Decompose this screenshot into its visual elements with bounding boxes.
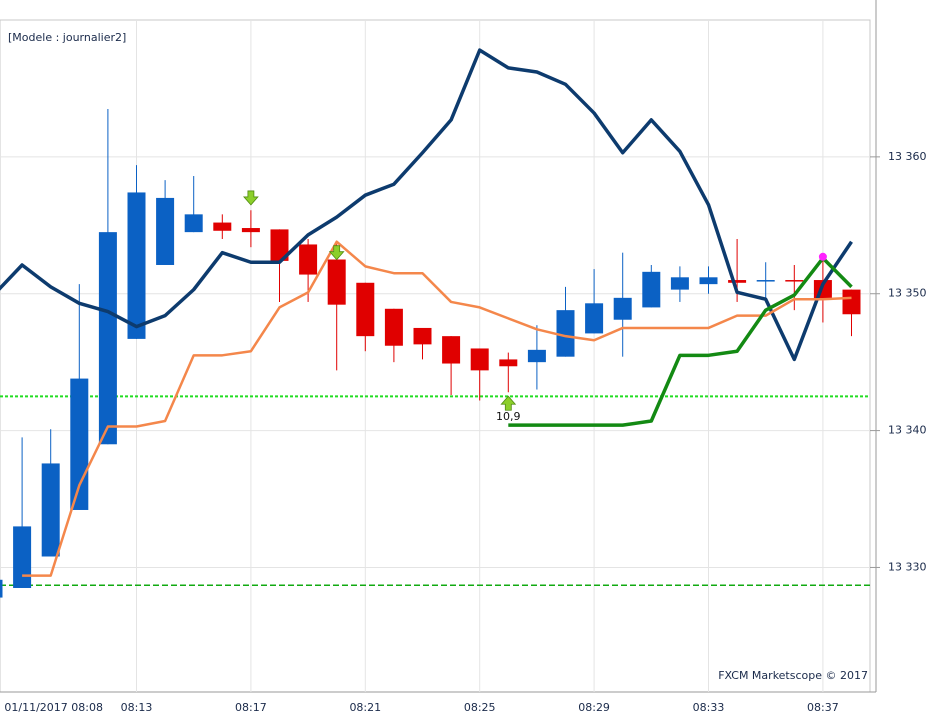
candle-body — [756, 280, 775, 282]
candle-body — [241, 228, 260, 233]
model-label: [Modele : journalier2] — [8, 31, 126, 44]
candle-body — [842, 289, 861, 315]
indicator-line — [0, 48, 853, 362]
signal-label: 10,9 — [496, 410, 521, 423]
x-tick-label: 08:13 — [121, 701, 153, 714]
candle-body — [184, 214, 203, 233]
candle-body — [470, 348, 489, 371]
y-tick-label: 13 340 — [888, 424, 927, 437]
candle-body — [13, 526, 32, 588]
candle-body — [585, 303, 604, 334]
candle-body — [728, 280, 747, 283]
x-tick-label: 01/11/2017 08:08 — [4, 701, 103, 714]
candle-body — [785, 280, 804, 282]
plot-frame — [0, 19, 871, 693]
candle-body — [642, 271, 661, 308]
x-tick-label: 08:25 — [464, 701, 496, 714]
indicator-line — [508, 256, 853, 427]
signal-arrow — [243, 190, 259, 206]
candle-body — [613, 297, 632, 320]
signal-dot — [818, 252, 827, 261]
candle-body — [127, 192, 146, 339]
candle-body — [556, 310, 575, 357]
signal-arrow — [500, 395, 517, 411]
candle-body — [98, 232, 117, 445]
candle-body — [327, 259, 346, 305]
y-tick-label: 13 330 — [888, 560, 927, 573]
x-tick-label: 08:29 — [578, 701, 610, 714]
candle-body — [299, 244, 318, 275]
x-tick-label: 08:33 — [693, 701, 725, 714]
indicator-line — [22, 240, 852, 577]
candle-body — [356, 282, 375, 337]
candle-body — [270, 229, 289, 261]
candle-body — [699, 277, 718, 285]
candle-body — [70, 378, 89, 510]
y-tick-label: 13 350 — [888, 287, 927, 300]
x-tick-label: 08:21 — [349, 701, 381, 714]
plot — [0, 48, 870, 598]
signal-arrow — [328, 245, 345, 261]
candle-body — [413, 327, 432, 345]
candle-body — [670, 277, 689, 290]
candle-body — [0, 579, 3, 598]
candle-body — [499, 359, 518, 367]
x-tick-label: 08:17 — [235, 701, 267, 714]
x-tick-label: 08:37 — [807, 701, 839, 714]
candle-body — [384, 308, 403, 346]
candle-body — [527, 349, 546, 363]
y-tick-label: 13 360 — [888, 150, 927, 163]
copyright: FXCM Marketscope © 2017 — [718, 669, 868, 682]
candle-body — [442, 336, 461, 364]
candle-body — [213, 222, 232, 231]
candle-body — [156, 197, 175, 265]
candle-body — [41, 463, 60, 557]
